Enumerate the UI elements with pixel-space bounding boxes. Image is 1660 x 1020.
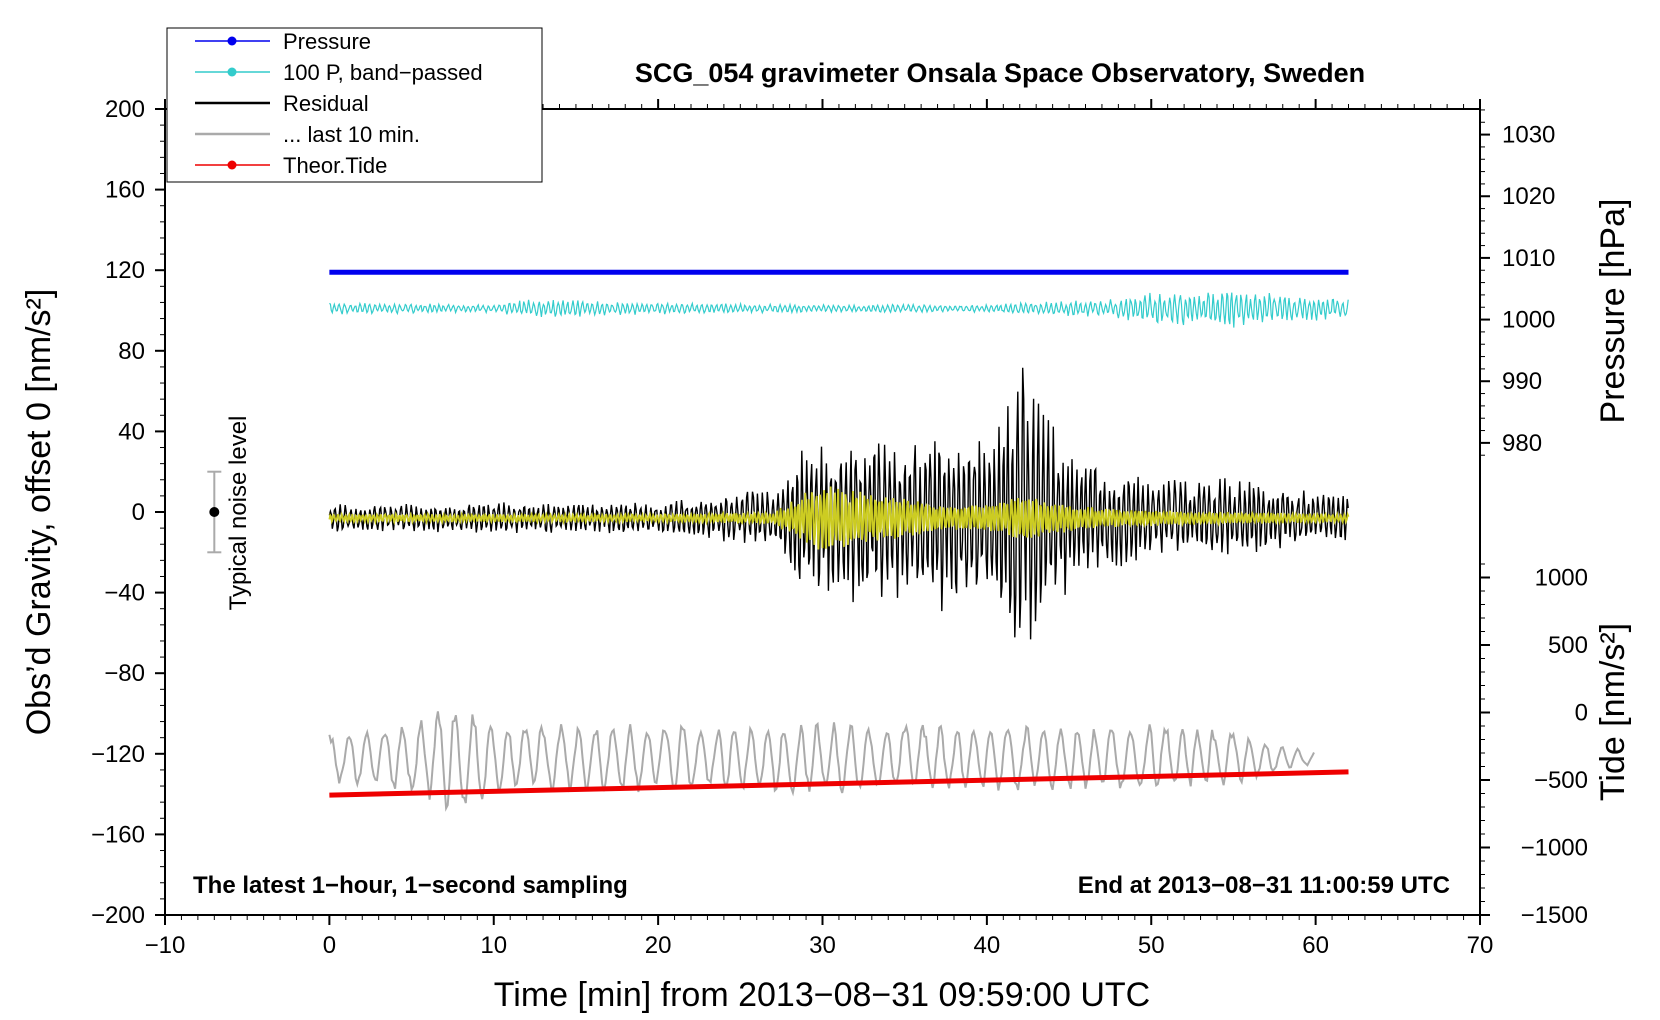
legend-marker — [227, 67, 237, 77]
tide-tick-label: 1000 — [1535, 564, 1588, 591]
tide-axis: −1500 −1000 −500 0 500 1000 — [1480, 563, 1588, 929]
x-tick-label: 60 — [1302, 932, 1329, 959]
legend-marker — [227, 36, 237, 46]
x-axis: −10 0 10 20 30 40 50 60 70 — [145, 99, 1494, 959]
sampling-note: The latest 1−hour, 1−second sampling — [193, 872, 628, 899]
tide-tick-label: 500 — [1548, 632, 1588, 659]
chart-title: SCG_054 gravimeter Onsala Space Observat… — [635, 58, 1365, 88]
y-tick-label: 80 — [118, 338, 145, 365]
pressure-tick-label: 1020 — [1502, 183, 1555, 210]
series-theoretical-tide — [329, 769, 1349, 798]
x-tick-label: 20 — [645, 932, 672, 959]
y-axis-left: −200 −160 −120 −80 −40 0 40 80 120 160 200 — [91, 96, 165, 929]
pressure-tick-label: 1000 — [1502, 307, 1555, 334]
series-layer — [328, 269, 1350, 812]
pressure-tick-label: 1030 — [1502, 122, 1555, 149]
y-axis-title: Obs’d Gravity, offset 0 [nm/s²] — [20, 289, 58, 736]
legend-label: Theor.Tide — [283, 153, 387, 178]
noise-level-indicator: Typical noise level — [207, 416, 252, 611]
x-tick-label: 30 — [809, 932, 836, 959]
legend-label: Pressure — [283, 29, 371, 54]
y-tick-label: 160 — [105, 177, 145, 204]
tide-tick-label: −1000 — [1521, 834, 1588, 861]
legend: Pressure 100 P, band−passed Residual ... la… — [166, 27, 543, 183]
x-tick-label: 50 — [1138, 932, 1165, 959]
x-tick-label: 70 — [1467, 932, 1494, 959]
x-tick-label: −10 — [145, 932, 186, 959]
noise-bar-center — [209, 507, 220, 517]
tide-tick-label: −500 — [1534, 767, 1588, 794]
legend-label: Residual — [283, 91, 369, 116]
legend-label: 100 P, band−passed — [283, 60, 483, 85]
x-axis-title: Time [min] from 2013−08−31 09:59:00 UTC — [494, 976, 1150, 1014]
end-time-note: End at 2013−08−31 11:00:59 UTC — [1078, 872, 1450, 899]
pressure-tick-label: 990 — [1502, 368, 1542, 395]
series-residual-filtered — [328, 486, 1350, 550]
tide-tick-label: 0 — [1575, 699, 1588, 726]
y-tick-label: −200 — [91, 902, 145, 929]
legend-box — [166, 27, 543, 183]
legend-marker — [227, 160, 237, 170]
tide-axis-title: Tide [nm/s²] — [1594, 623, 1632, 801]
pressure-axis-title: Pressure [hPa] — [1594, 199, 1632, 424]
series-pressure-bandpassed — [329, 292, 1349, 328]
y-tick-label: 40 — [118, 418, 145, 445]
y-tick-label: −80 — [104, 660, 145, 687]
x-tick-label: 10 — [480, 932, 507, 959]
pressure-tick-label: 980 — [1502, 430, 1542, 457]
y-tick-label: −120 — [91, 741, 145, 768]
noise-label: Typical noise level — [225, 416, 252, 611]
x-tick-label: 40 — [974, 932, 1001, 959]
y-tick-label: −40 — [104, 580, 145, 607]
series-residual — [328, 367, 1349, 640]
x-tick-label: 0 — [323, 932, 336, 959]
legend-label: ... last 10 min. — [283, 122, 420, 147]
pressure-tick-label: 1010 — [1502, 245, 1555, 272]
tide-tick-label: −1500 — [1521, 902, 1588, 929]
y-tick-label: 200 — [105, 96, 145, 123]
y-tick-label: −160 — [91, 821, 145, 848]
minor-ticks — [160, 104, 1465, 920]
series-last-10-min — [328, 711, 1315, 812]
pressure-axis: 980 990 1000 1010 1020 1030 — [1480, 109, 1555, 457]
y-tick-label: 0 — [132, 499, 145, 526]
y-tick-label: 120 — [105, 257, 145, 284]
